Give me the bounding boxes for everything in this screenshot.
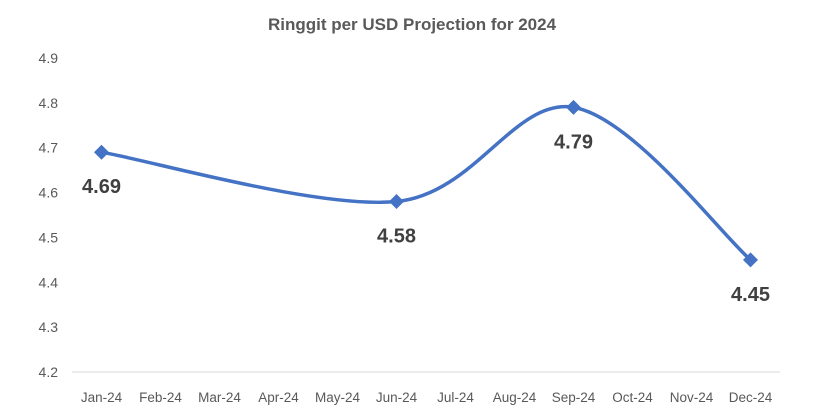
y-tick-label: 4.3 (39, 319, 59, 335)
y-tick-label: 4.9 (39, 50, 59, 66)
x-tick-label: Feb-24 (139, 390, 182, 405)
y-tick-label: 4.2 (39, 364, 59, 380)
data-label: 4.45 (731, 284, 770, 306)
x-axis: Jan-24 Feb-24 Mar-24 Apr-24 May-24 Jun-24 Jul-… (81, 390, 773, 405)
y-tick-label: 4.8 (39, 95, 59, 111)
series-line (99, 104, 753, 262)
x-tick-label: Jan-24 (81, 390, 123, 405)
x-tick-label: Nov-24 (670, 390, 714, 405)
x-tick-label: Dec-24 (729, 390, 773, 405)
x-tick-label: Sep-24 (552, 390, 596, 405)
data-label: 4.58 (377, 226, 416, 248)
x-tick-label: Jun-24 (376, 390, 418, 405)
data-label: 4.69 (82, 176, 121, 198)
x-tick-label: Apr-24 (258, 390, 299, 405)
data-labels-group: 4.69 4.58 4.79 4.45 (82, 131, 770, 306)
y-axis: 4.2 4.3 4.4 4.5 4.6 4.7 4.8 4.9 (39, 50, 59, 380)
x-tick-label: Mar-24 (198, 390, 241, 405)
data-point-marker (94, 144, 109, 160)
y-tick-label: 4.7 (39, 140, 59, 156)
x-tick-label: Oct-24 (612, 390, 653, 405)
data-point-marker (743, 252, 758, 268)
x-tick-label: Jul-24 (437, 390, 474, 405)
data-label: 4.79 (554, 131, 593, 153)
x-tick-label: May-24 (315, 390, 361, 405)
y-tick-label: 4.6 (39, 185, 59, 201)
chart-title: Ringgit per USD Projection for 2024 (268, 15, 557, 34)
series-group (99, 104, 753, 262)
data-point-marker (566, 99, 581, 115)
data-point-marker (389, 194, 404, 210)
x-tick-label: Aug-24 (493, 390, 537, 405)
y-tick-label: 4.5 (39, 229, 59, 245)
y-tick-label: 4.4 (39, 274, 59, 290)
markers-group (94, 99, 758, 268)
